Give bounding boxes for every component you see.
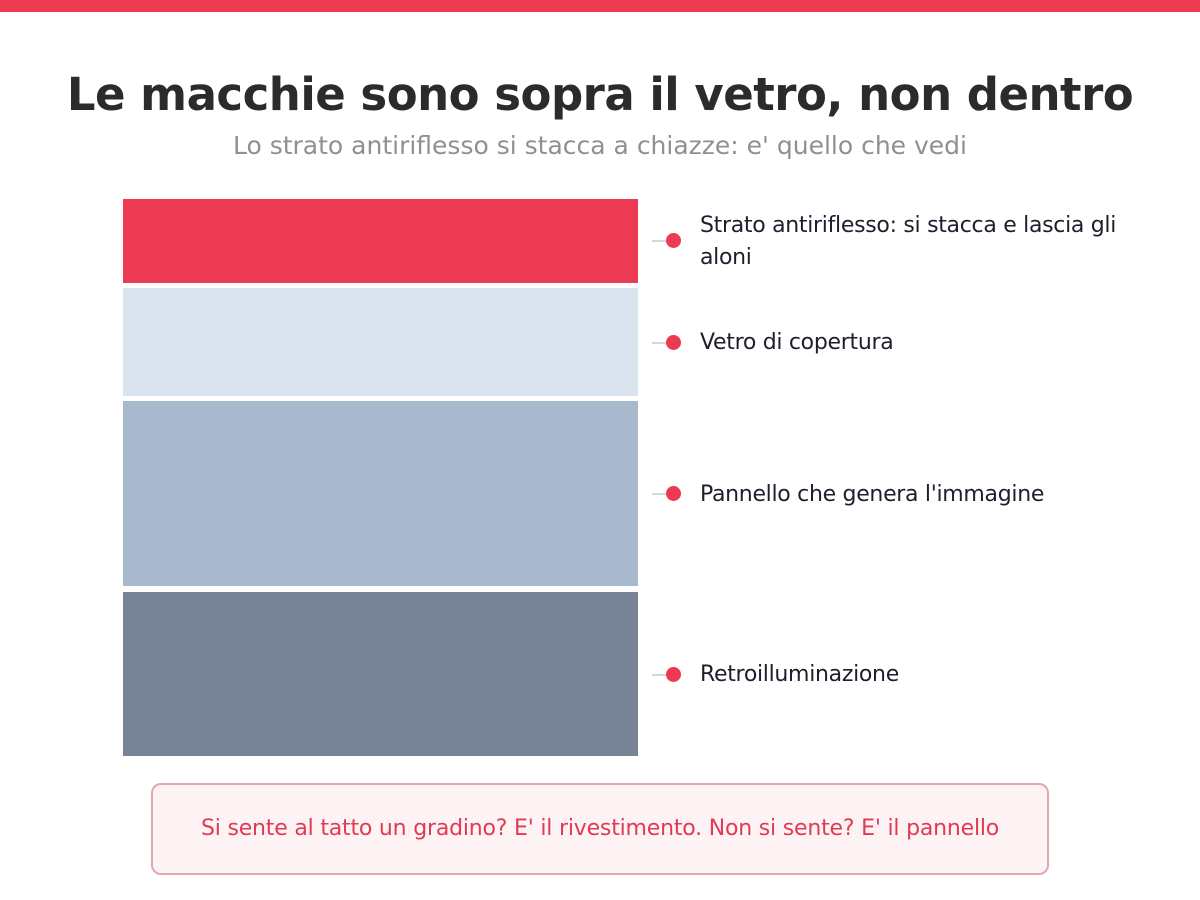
bullet-dot — [666, 335, 681, 350]
connector-line — [652, 493, 674, 495]
bullet-dot — [666, 667, 681, 682]
top-accent-bar — [0, 0, 1200, 12]
bullet-dot — [666, 233, 681, 248]
page-subtitle: Lo strato antiriflesso si stacca a chiaz… — [232, 131, 968, 160]
connector-line — [652, 674, 674, 676]
layer-antireflective — [123, 199, 638, 283]
layer-label-image-panel: Pannello che genera l'immagine — [700, 482, 1045, 507]
layer-cover-glass — [123, 288, 638, 396]
layer-label-cover-glass: Vetro di copertura — [700, 330, 894, 355]
page-title: Le macchie sono sopra il vetro, non dent… — [66, 68, 1134, 121]
tip-text: Si sente al tatto un gradino? E' il rive… — [200, 816, 1000, 841]
tip-callout: Si sente al tatto un gradino? E' il rive… — [151, 783, 1049, 875]
layer-backlight — [123, 592, 638, 756]
bullet-dot — [666, 486, 681, 501]
connector-line — [652, 240, 674, 242]
layer-label-backlight: Retroilluminazione — [700, 662, 899, 687]
connector-line — [652, 342, 674, 344]
layer-label-antireflective: Strato antiriflesso: si stacca e lascia … — [700, 213, 1117, 270]
layer-image-panel — [123, 401, 638, 586]
